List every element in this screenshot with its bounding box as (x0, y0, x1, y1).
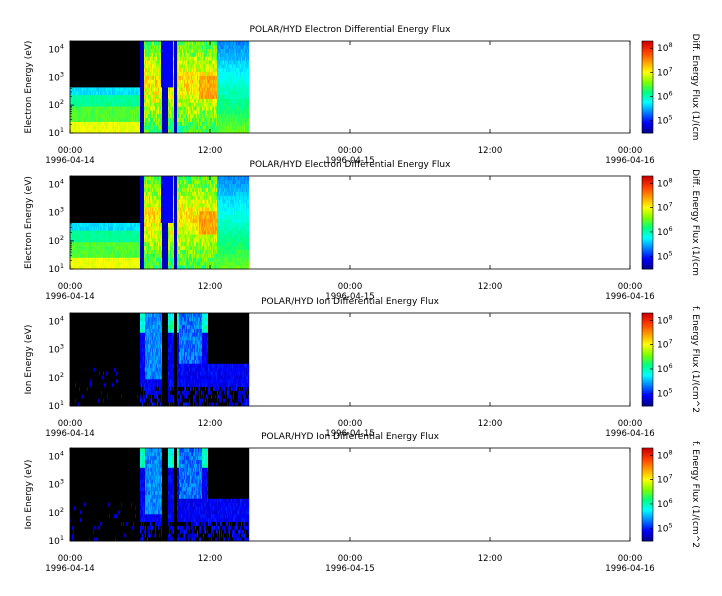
colorbar-tick-label: 108 (657, 448, 673, 461)
colorbar-tick-label: 105 (657, 386, 673, 399)
x-tick-label: 00:00 (338, 282, 363, 292)
heatmap-cells (70, 176, 249, 269)
x-tick-label: 12:00 (478, 419, 503, 429)
y-tick-label: 101 (48, 262, 64, 275)
colorbar-tick-label: 107 (657, 201, 673, 214)
y-tick-label: 102 (48, 506, 64, 519)
colorbar-label: f. Energy Flux (1/(cm^2 (690, 441, 700, 548)
spectrogram-panel-3: POLAR/HYD Ion Differential Energy Flux 00… (24, 297, 700, 439)
x-date-label: 1996-04-16 (605, 429, 654, 439)
x-tick-label: 12:00 (198, 282, 223, 292)
y-tick-label: 103 (48, 206, 64, 219)
y-tick-label: 101 (48, 126, 64, 139)
spectrogram-panel-4: POLAR/HYD Ion Differential Energy Flux 00… (24, 432, 700, 574)
colorbar-label: Diff. Energy Flux (1/(cm (690, 34, 700, 141)
x-tick-label: 00:00 (338, 554, 363, 564)
x-tick-label: 00:00 (58, 419, 83, 429)
x-tick-label: 12:00 (478, 282, 503, 292)
heatmap-cells (70, 41, 249, 133)
colorbar: 105 106 107 108 Diff. Energy Flux (1/(cm (642, 34, 700, 141)
colorbar-label: Diff. Energy Flux (1/(cm (690, 169, 700, 276)
colorbar: 105 106 107 108 f. Energy Flux (1/(cm^2 (642, 441, 700, 548)
y-tick-label: 102 (48, 371, 64, 384)
colorbar-tick-label: 108 (657, 176, 673, 189)
colorbar-tick-label: 108 (657, 41, 673, 54)
x-tick-label: 00:00 (58, 146, 83, 156)
y-axis-label: Ion Energy (eV) (24, 460, 34, 530)
x-date-label: 1996-04-14 (45, 156, 94, 166)
colorbar: 105 106 107 108 f. Energy Flux (1/(cm^2 (642, 306, 700, 413)
y-axis-label: Electron Energy (eV) (24, 176, 34, 269)
x-date-label: 1996-04-16 (605, 156, 654, 166)
colorbar-tick-label: 107 (657, 473, 673, 486)
heatmap-cells (70, 313, 249, 406)
x-tick-label: 00:00 (618, 554, 643, 564)
x-tick-label: 12:00 (198, 146, 223, 156)
x-tick-label: 00:00 (58, 282, 83, 292)
x-date-label: 1996-04-16 (605, 564, 654, 574)
x-tick-label: 00:00 (618, 419, 643, 429)
colorbar-label: f. Energy Flux (1/(cm^2 (690, 306, 700, 413)
spectrogram-panel-2: POLAR/HYD Electron Differential Energy F… (24, 160, 700, 302)
y-tick-label: 104 (48, 42, 64, 55)
colorbar-tick-label: 106 (657, 497, 673, 510)
panel-title: POLAR/HYD Electron Differential Energy F… (250, 160, 452, 170)
colorbar-tick-label: 105 (657, 113, 673, 126)
x-date-label: 1996-04-14 (45, 564, 94, 574)
x-tick-label: 12:00 (198, 419, 223, 429)
heatmap-cells (70, 448, 249, 541)
y-tick-label: 104 (48, 314, 64, 327)
colorbar-tick-label: 105 (657, 521, 673, 534)
y-tick-label: 103 (48, 70, 64, 83)
y-tick-label: 101 (48, 534, 64, 547)
x-tick-label: 12:00 (198, 554, 223, 564)
colorbar-tick-label: 107 (657, 338, 673, 351)
spectrogram-panel-1: POLAR/HYD Electron Differential Energy F… (24, 25, 700, 166)
y-tick-label: 103 (48, 478, 64, 491)
y-tick-label: 104 (48, 177, 64, 190)
panel-title: POLAR/HYD Ion Differential Energy Flux (261, 432, 440, 442)
colorbar-tick-label: 106 (657, 362, 673, 375)
y-tick-label: 102 (48, 98, 64, 111)
x-date-label: 1996-04-14 (45, 292, 94, 302)
x-tick-label: 12:00 (478, 146, 503, 156)
x-tick-label: 00:00 (618, 146, 643, 156)
y-axis-label: Electron Energy (eV) (24, 41, 34, 134)
x-tick-label: 00:00 (58, 554, 83, 564)
y-tick-label: 101 (48, 399, 64, 412)
colorbar-tick-label: 108 (657, 313, 673, 326)
colorbar: 105 106 107 108 Diff. Energy Flux (1/(cm (642, 169, 700, 276)
x-date-label: 1996-04-15 (325, 564, 374, 574)
x-date-label: 1996-04-14 (45, 429, 94, 439)
y-tick-label: 104 (48, 449, 64, 462)
y-tick-label: 102 (48, 234, 64, 247)
y-axis-label: Ion Energy (eV) (24, 325, 34, 395)
x-tick-label: 00:00 (618, 282, 643, 292)
panel-title: POLAR/HYD Electron Differential Energy F… (250, 25, 452, 35)
x-tick-label: 00:00 (338, 146, 363, 156)
colorbar-tick-label: 107 (657, 65, 673, 78)
panel-title: POLAR/HYD Ion Differential Energy Flux (261, 297, 440, 307)
x-date-label: 1996-04-16 (605, 292, 654, 302)
colorbar-tick-label: 106 (657, 225, 673, 238)
y-tick-label: 103 (48, 343, 64, 356)
colorbar-tick-label: 105 (657, 249, 673, 262)
colorbar-tick-label: 106 (657, 89, 673, 102)
x-tick-label: 12:00 (478, 554, 503, 564)
x-tick-label: 00:00 (338, 419, 363, 429)
